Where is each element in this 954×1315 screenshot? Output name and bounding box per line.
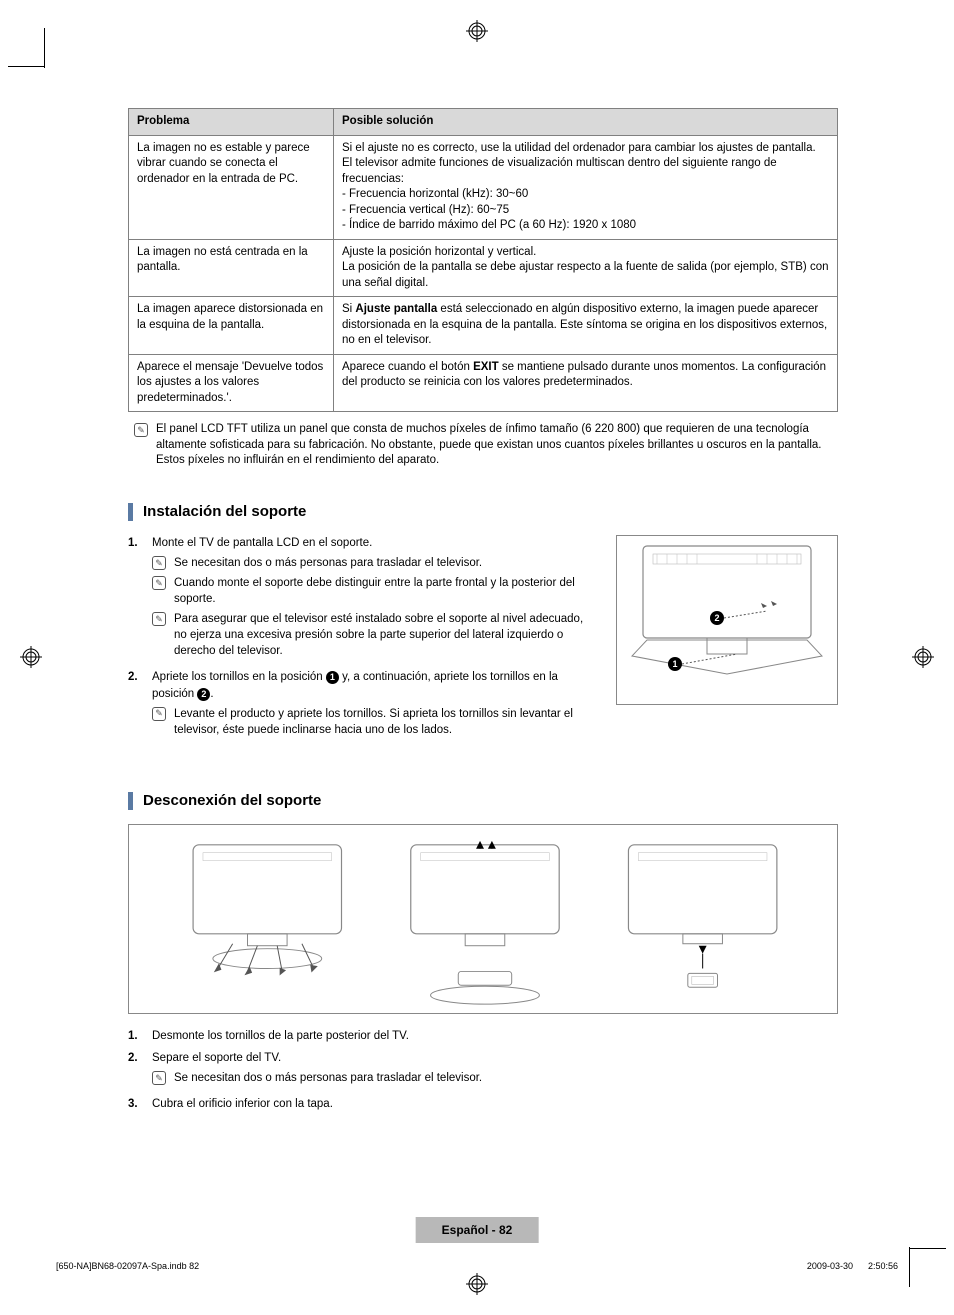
step-number: 3.: [128, 1096, 142, 1112]
text-fragment: Apriete los tornillos en la posición: [152, 671, 326, 683]
step-text: Separe el soporte del TV.: [152, 1050, 482, 1066]
registration-mark-icon: [912, 646, 934, 668]
page-content: Problema Posible solución La imagen no e…: [128, 108, 838, 1118]
solution-line: Si el ajuste no es correcto, use la util…: [342, 141, 829, 157]
section-bar-icon: [128, 792, 133, 810]
col-header-solution: Posible solución: [334, 109, 838, 136]
problem-cell: Aparece el mensaje 'Devuelve todos los a…: [129, 354, 334, 412]
note-icon: ✎: [152, 576, 166, 590]
section-title: Desconexión del soporte: [143, 792, 321, 809]
note-text: Se necesitan dos o más personas para tra…: [174, 555, 482, 571]
registration-mark-icon: [466, 1273, 488, 1295]
registration-mark-icon: [20, 646, 42, 668]
section-heading-disconnect: Desconexión del soporte: [128, 792, 838, 810]
install-content: 1. Monte el TV de pantalla LCD en el sop…: [128, 535, 838, 748]
table-row: La imagen no está centrada en la pantall…: [129, 239, 838, 297]
problem-cell: La imagen aparece distorsionada en la es…: [129, 297, 334, 355]
disconnect-diagram: [128, 824, 838, 1014]
lcd-note: ✎ El panel LCD TFT utiliza un panel que …: [128, 422, 838, 469]
note-icon: ✎: [152, 556, 166, 570]
solution-cell: Ajuste la posición horizontal y vertical…: [334, 239, 838, 297]
footer-date: 2009-03-30 2:50:56: [807, 1261, 898, 1271]
section-heading-install: Instalación del soporte: [128, 503, 838, 521]
crop-mark: [910, 1248, 946, 1249]
note-icon: ✎: [152, 612, 166, 626]
note-icon: ✎: [134, 423, 148, 437]
footer-file: [650-NA]BN68-02097A-Spa.indb 82: [56, 1261, 199, 1271]
troubleshooting-table: Problema Posible solución La imagen no e…: [128, 108, 838, 412]
step-number: 2.: [128, 669, 142, 741]
step-text: Apriete los tornillos en la posición 1 y…: [152, 669, 596, 701]
section-title: Instalación del soporte: [143, 503, 306, 520]
crop-mark: [44, 28, 45, 68]
step-number: 2.: [128, 1050, 142, 1090]
step-text: Monte el TV de pantalla LCD en el soport…: [152, 535, 596, 551]
step-number: 1.: [128, 1028, 142, 1044]
note-text: Para asegurar que el televisor esté inst…: [174, 611, 596, 659]
note-icon: ✎: [152, 707, 166, 721]
table-row: La imagen aparece distorsionada en la es…: [129, 297, 838, 355]
note-text: El panel LCD TFT utiliza un panel que co…: [156, 422, 838, 469]
disconnect-steps: 1. Desmonte los tornillos de la parte pos…: [128, 1028, 838, 1112]
text-fragment: .: [210, 688, 213, 700]
solution-line: - Frecuencia vertical (Hz): 60~75: [342, 203, 829, 219]
step-text: Cubra el orificio inferior con la tapa.: [152, 1096, 333, 1112]
install-diagram: 2 1: [616, 535, 838, 705]
problem-cell: La imagen no está centrada en la pantall…: [129, 239, 334, 297]
page-footer: Español - 82: [416, 1217, 539, 1243]
solution-line: - Índice de barrido máximo del PC (a 60 …: [342, 218, 829, 234]
svg-text:2: 2: [714, 613, 719, 623]
table-row: Aparece el mensaje 'Devuelve todos los a…: [129, 354, 838, 412]
note-text: Cuando monte el soporte debe distinguir …: [174, 575, 596, 607]
circled-2-icon: 2: [197, 688, 210, 701]
solution-cell: Aparece cuando el botón EXIT se mantiene…: [334, 354, 838, 412]
section-bar-icon: [128, 503, 133, 521]
install-steps: 1. Monte el TV de pantalla LCD en el sop…: [128, 535, 596, 748]
solution-line: La posición de la pantalla se debe ajust…: [342, 260, 829, 291]
step-text: Desmonte los tornillos de la parte poste…: [152, 1028, 409, 1044]
solution-line: Ajuste la posición horizontal y vertical…: [342, 245, 829, 261]
step-number: 1.: [128, 535, 142, 664]
solution-line: El televisor admite funciones de visuali…: [342, 156, 829, 187]
table-row: La imagen no es estable y parece vibrar …: [129, 135, 838, 239]
note-icon: ✎: [152, 1071, 166, 1085]
problem-cell: La imagen no es estable y parece vibrar …: [129, 135, 334, 239]
col-header-problem: Problema: [129, 109, 334, 136]
solution-line: - Frecuencia horizontal (kHz): 30~60: [342, 187, 829, 203]
svg-text:1: 1: [672, 659, 677, 669]
note-text: Se necesitan dos o más personas para tra…: [174, 1070, 482, 1086]
solution-cell: Si el ajuste no es correcto, use la util…: [334, 135, 838, 239]
print-footer: [650-NA]BN68-02097A-Spa.indb 82 2009-03-…: [56, 1261, 898, 1271]
solution-cell: Si Ajuste pantalla está seleccionado en …: [334, 297, 838, 355]
registration-mark-icon: [466, 20, 488, 42]
note-text: Levante el producto y apriete los tornil…: [174, 706, 596, 738]
crop-mark: [909, 1247, 910, 1287]
crop-mark: [8, 66, 44, 67]
circled-1-icon: 1: [326, 671, 339, 684]
